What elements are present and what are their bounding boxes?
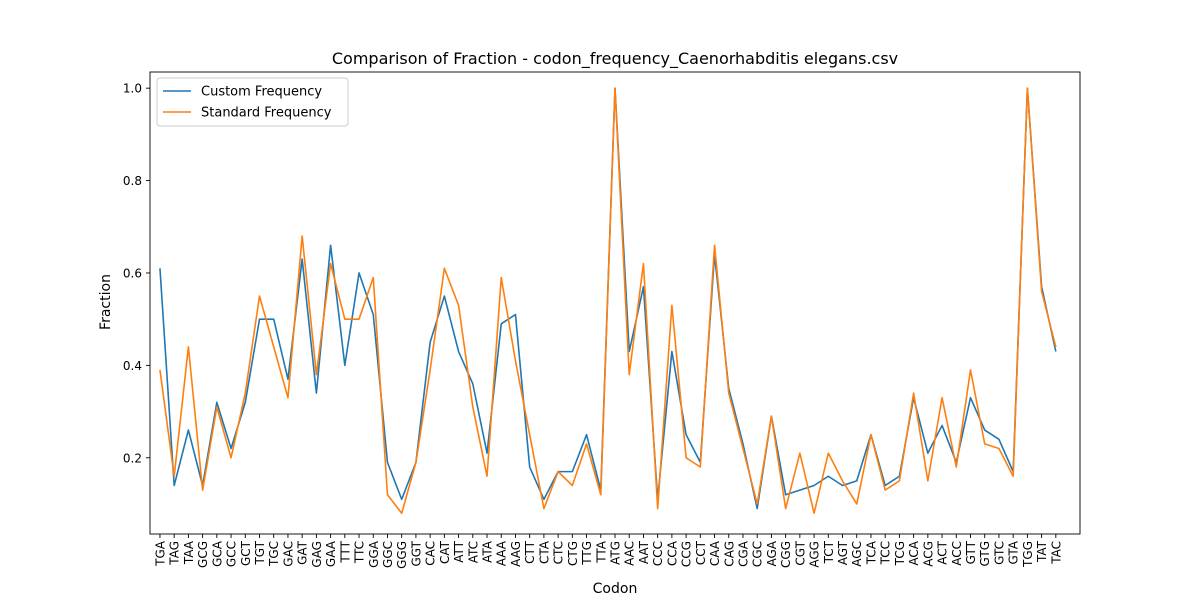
y-tick-label: 0.4	[123, 359, 142, 373]
x-tick-label: TGC	[267, 541, 281, 567]
x-tick-label: AGT	[836, 540, 850, 565]
x-tick-label: ATC	[466, 541, 480, 563]
x-tick-label: AAA	[495, 540, 509, 566]
x-tick-label: CGT	[793, 540, 807, 565]
legend: Custom Frequency Standard Frequency	[156, 77, 349, 127]
y-tick-label: 0.6	[123, 266, 142, 280]
x-tick-label: TGA	[153, 540, 167, 567]
x-tick-label: CAT	[438, 540, 452, 564]
x-tick-label: TCG	[893, 541, 907, 566]
x-tick-label: TTT	[338, 540, 352, 563]
x-tick-label: GCA	[210, 540, 224, 567]
y-axis-label: Fraction	[98, 274, 114, 330]
x-tick-label: CAC	[424, 541, 438, 566]
x-tick-label: CCG	[680, 541, 694, 567]
y-tick-label: 1.0	[123, 82, 142, 96]
x-tick-label: CCC	[651, 541, 665, 566]
y-tick-label: 0.2	[123, 451, 142, 465]
x-tick-label: AAC	[623, 541, 637, 566]
x-tick-label: CTC	[552, 541, 566, 564]
x-tick-label: ACT	[936, 540, 950, 564]
x-tick-label: GCC	[225, 541, 239, 567]
x-tick-label: CAA	[708, 540, 722, 566]
x-tick-label: TCT	[822, 540, 836, 564]
x-tick-label: GGG	[395, 541, 409, 569]
x-tick-label: CCA	[665, 540, 679, 566]
x-tick-label: CTT	[523, 540, 537, 563]
x-tick-label: GAG	[310, 541, 324, 568]
x-tick-label: CCT	[694, 540, 708, 565]
chart-title: Comparison of Fraction - codon_frequency…	[332, 49, 898, 69]
x-tick-label: GAT	[296, 540, 310, 565]
x-tick-label: ACC	[950, 541, 964, 566]
x-tick-label: GAA	[324, 540, 338, 567]
x-tick-label: ACG	[921, 541, 935, 567]
x-tick-label: GGT	[409, 540, 423, 566]
x-tick-label: CAG	[722, 541, 736, 567]
x-tick-label: AGA	[765, 540, 779, 566]
x-tick-label: GTC	[992, 541, 1006, 565]
x-tick-label: GGC	[381, 541, 395, 568]
x-tick-label: TCC	[879, 541, 893, 565]
y-tick-label: 0.8	[123, 174, 142, 188]
x-tick-label: GTT	[964, 540, 978, 564]
x-tick-label: CTG	[566, 541, 580, 566]
x-tick-label: TAA	[182, 540, 196, 565]
x-tick-label: ATT	[452, 540, 466, 562]
x-tick-label: ACA	[907, 540, 921, 565]
x-tick-label: AAT	[637, 540, 651, 564]
x-tick-label: GAC	[281, 541, 295, 567]
x-tick-label: GTA	[1007, 540, 1021, 564]
x-tick-label: GGA	[367, 540, 381, 568]
x-tick-label: TCA	[864, 540, 878, 565]
x-tick-label: TGT	[253, 540, 267, 565]
x-tick-label: TAT	[1035, 540, 1049, 563]
x-tick-label: GCT	[239, 540, 253, 566]
legend-box	[156, 77, 349, 127]
x-tick-label: TGG	[1021, 541, 1035, 568]
x-tick-label: CTA	[537, 540, 551, 564]
x-tick-label: GTG	[978, 541, 992, 567]
x-tick-label: ATA	[481, 540, 495, 563]
legend-label-custom-frequency: Custom Frequency	[201, 85, 322, 100]
x-tick-label: TTC	[353, 541, 367, 564]
x-tick-label: GCG	[196, 541, 210, 568]
x-tick-label: CGG	[779, 541, 793, 568]
x-tick-label: TTG	[580, 541, 594, 566]
x-tick-label: AGG	[808, 541, 822, 568]
x-tick-label: AGC	[850, 541, 864, 567]
x-tick-label: CGC	[751, 541, 765, 567]
x-tick-label: TAG	[168, 541, 182, 566]
x-tick-label: TTA	[594, 540, 608, 564]
x-tick-label: TAC	[1049, 541, 1063, 565]
series-line-standard-frequency	[159, 87, 1057, 515]
x-tick-label: CGA	[736, 540, 750, 567]
x-tick-label: AAG	[509, 541, 523, 567]
legend-label-standard-frequency: Standard Frequency	[201, 106, 332, 121]
x-axis-label: Codon	[593, 581, 638, 597]
x-tick-label: ATG	[609, 541, 623, 565]
